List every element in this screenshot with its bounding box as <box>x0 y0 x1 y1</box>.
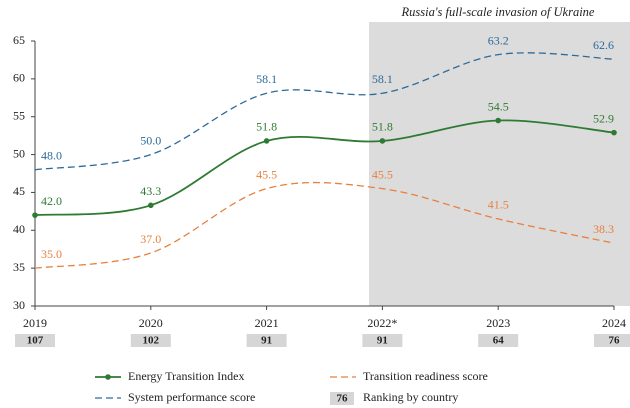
value-label: 37.0 <box>140 232 161 246</box>
value-label: 43.3 <box>140 184 161 198</box>
legend-label: Transition readiness score <box>363 369 488 383</box>
value-label: 51.8 <box>372 120 393 134</box>
rank-label: 107 <box>27 335 44 347</box>
y-tick-label: 65 <box>13 33 25 47</box>
y-tick-label: 50 <box>13 146 25 160</box>
rank-box <box>362 334 403 347</box>
rank-label: 91 <box>377 335 388 347</box>
x-tick-label: 2020 <box>139 316 163 330</box>
x-tick-label: 2021 <box>255 316 279 330</box>
value-label: 38.3 <box>593 222 614 236</box>
legend-marker <box>105 374 111 380</box>
legend-label: System performance score <box>128 390 255 404</box>
value-label: 48.0 <box>41 148 62 162</box>
x-tick-label: 2023 <box>486 316 510 330</box>
shaded-period <box>369 22 630 306</box>
value-label: 62.6 <box>593 38 614 52</box>
annotation: Russia's full-scale invasion of Ukraine <box>401 5 595 19</box>
y-tick-label: 55 <box>13 108 25 122</box>
rank-box <box>246 334 287 347</box>
y-tick-label: 35 <box>13 260 25 274</box>
legend-label: Energy Transition Index <box>128 369 244 383</box>
legend-rank-sample: 76 <box>337 393 349 405</box>
y-tick-label: 60 <box>13 71 25 85</box>
point <box>495 117 502 124</box>
rank-box <box>130 334 171 347</box>
value-label: 42.0 <box>41 194 62 208</box>
value-label: 51.8 <box>256 120 277 134</box>
value-label: 41.5 <box>488 198 509 212</box>
point <box>611 129 617 136</box>
value-label: 54.5 <box>488 99 509 113</box>
rank-label: 76 <box>609 335 621 347</box>
value-label: 58.1 <box>372 72 393 86</box>
rank-label: 64 <box>493 335 505 347</box>
x-tick-label: 2022* <box>367 316 397 330</box>
rank-box <box>15 334 55 347</box>
legend-rank-box <box>330 392 354 405</box>
rank-box <box>478 334 519 347</box>
point <box>379 138 386 144</box>
rank-label: 102 <box>143 335 160 347</box>
legend-label: Ranking by country <box>363 390 458 404</box>
series-line <box>34 181 615 269</box>
value-label: 63.2 <box>488 33 509 47</box>
point <box>32 212 38 218</box>
value-label: 45.5 <box>256 167 277 181</box>
x-tick-label: 2024 <box>602 316 626 330</box>
value-label: 35.0 <box>41 247 62 261</box>
x-tick-label: 2019 <box>23 316 47 330</box>
point <box>263 138 270 144</box>
value-label: 45.5 <box>372 167 393 181</box>
y-tick-label: 45 <box>13 184 25 198</box>
value-label: 58.1 <box>256 72 277 86</box>
value-label: 50.0 <box>140 133 161 147</box>
y-tick-label: 40 <box>13 222 25 236</box>
rank-label: 91 <box>261 335 272 347</box>
series-line <box>34 119 615 217</box>
point <box>148 202 154 209</box>
value-label: 52.9 <box>593 111 614 125</box>
rank-box <box>594 334 630 347</box>
y-tick-label: 30 <box>13 298 25 312</box>
